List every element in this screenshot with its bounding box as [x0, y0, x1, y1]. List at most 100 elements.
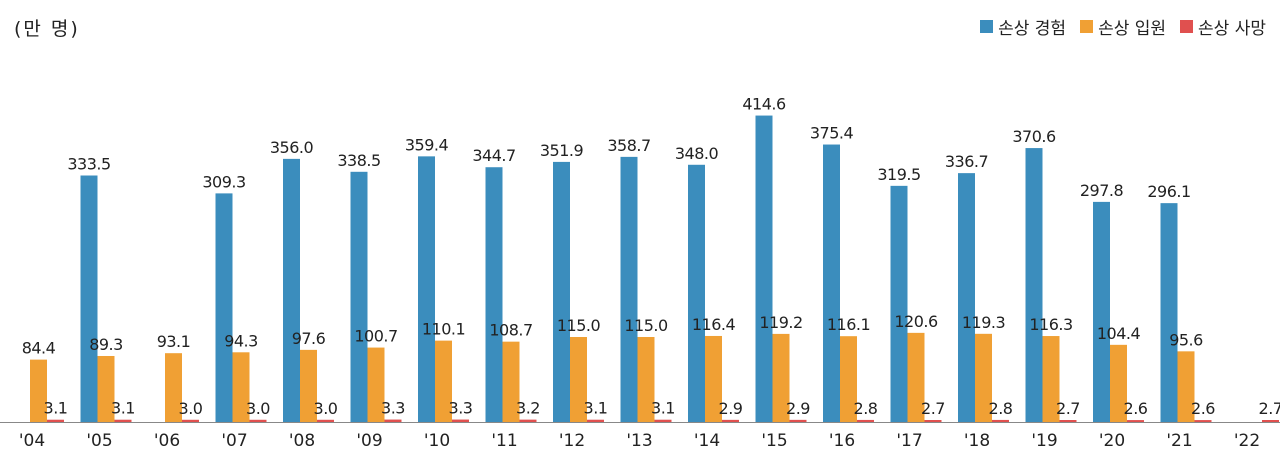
data-label-experience-5: 338.5: [337, 151, 380, 170]
data-label-death-16: 2.6: [1124, 399, 1148, 418]
data-label-death-2: 3.0: [179, 399, 203, 418]
data-label-experience-4: 356.0: [270, 138, 314, 157]
bar-death-1: [114, 419, 132, 422]
bar-death-2: [182, 419, 199, 422]
data-label-death-9: 3.1: [651, 399, 675, 418]
bar-death-10: [722, 419, 739, 422]
data-label-hospitalization-1: 89.3: [89, 335, 123, 354]
x-tick-label-5: '09: [356, 431, 382, 451]
x-tick-label-1: '05: [86, 431, 112, 451]
data-label-hospitalization-7: 108.7: [489, 321, 532, 340]
bar-death-9: [654, 419, 672, 422]
bar-experience-11: [755, 115, 773, 422]
data-label-hospitalization-2: 93.1: [157, 332, 191, 351]
legend-item-experience: 손상 경험: [980, 14, 1066, 39]
bar-experience-6: [418, 156, 435, 423]
data-label-experience-7: 344.7: [472, 146, 515, 165]
data-label-hospitalization-0: 84.4: [22, 339, 56, 358]
data-label-hospitalization-12: 116.1: [827, 315, 870, 334]
data-label-experience-12: 375.4: [810, 124, 854, 143]
legend-swatch-experience: [980, 20, 994, 33]
bar-experience-3: [215, 193, 233, 422]
data-label-experience-8: 351.9: [540, 141, 584, 160]
data-label-death-0: 3.1: [44, 399, 68, 418]
x-tick-label-3: '07: [221, 431, 247, 451]
bar-experience-17: [1160, 203, 1178, 422]
bar-hospitalization-7: [502, 341, 520, 422]
data-label-death-10: 2.9: [719, 399, 743, 418]
data-label-experience-11: 414.6: [742, 95, 786, 114]
x-tick-label-18: '22: [1234, 431, 1260, 451]
x-tick-label-11: '15: [761, 431, 787, 451]
chart-legend: 손상 경험 손상 입원 손상 사망: [980, 14, 1266, 39]
bar-hospitalization-5: [367, 347, 385, 422]
data-label-death-1: 3.1: [111, 399, 135, 418]
bar-experience-13: [890, 185, 908, 422]
data-label-hospitalization-5: 100.7: [354, 327, 397, 346]
data-label-death-6: 3.3: [449, 399, 473, 418]
data-label-hospitalization-3: 94.3: [224, 331, 258, 350]
bar-experience-4: [283, 158, 300, 422]
data-label-death-5: 3.3: [381, 399, 405, 418]
data-label-hospitalization-8: 115.0: [557, 316, 601, 335]
data-label-experience-1: 333.5: [67, 155, 110, 174]
bar-experience-1: [80, 175, 98, 422]
bar-death-16: [1127, 420, 1144, 422]
bar-hospitalization-15: [1042, 336, 1060, 422]
bar-hospitalization-2: [165, 353, 182, 422]
data-label-death-13: 2.7: [921, 399, 945, 418]
bar-hospitalization-13: [907, 332, 925, 422]
bar-death-18: [1262, 420, 1279, 422]
x-tick-label-15: '19: [1031, 431, 1057, 451]
legend-swatch-hospitalization: [1080, 20, 1094, 33]
data-label-death-18: 2.7: [1259, 399, 1280, 418]
x-tick-label-13: '17: [896, 431, 922, 451]
x-tick-label-12: '16: [829, 431, 855, 451]
bar-experience-16: [1093, 201, 1110, 422]
x-tick-label-0: '04: [19, 431, 45, 451]
data-label-death-14: 2.8: [989, 399, 1013, 418]
data-label-experience-15: 370.6: [1012, 127, 1056, 146]
x-tick-label-10: '14: [694, 431, 720, 451]
x-tick-label-7: '11: [491, 431, 517, 451]
bar-experience-5: [350, 171, 368, 422]
bar-death-8: [587, 419, 604, 422]
bar-death-15: [1059, 420, 1077, 422]
bar-experience-9: [620, 156, 638, 423]
bar-hospitalization-11: [772, 333, 790, 422]
bar-experience-15: [1025, 148, 1043, 423]
data-label-experience-16: 297.8: [1080, 181, 1124, 200]
bar-hospitalization-10: [705, 335, 722, 422]
bar-hospitalization-3: [232, 352, 250, 422]
bar-death-12: [857, 419, 874, 422]
bar-death-5: [384, 419, 402, 422]
bar-death-6: [452, 419, 469, 422]
data-label-death-3: 3.0: [246, 399, 270, 418]
legend-swatch-death: [1180, 20, 1194, 33]
bar-hospitalization-12: [840, 336, 857, 422]
data-label-death-12: 2.8: [854, 399, 878, 418]
bar-hospitalization-1: [97, 355, 115, 422]
data-label-experience-9: 358.7: [607, 136, 650, 155]
legend-item-death: 손상 사망: [1180, 14, 1266, 39]
data-label-death-11: 2.9: [786, 399, 810, 418]
bar-hospitalization-17: [1177, 351, 1195, 422]
bar-hospitalization-16: [1110, 344, 1127, 422]
x-tick-label-2: '06: [154, 431, 180, 451]
bar-death-14: [992, 419, 1009, 422]
bar-hospitalization-4: [300, 349, 317, 422]
unit-label: (만 명): [14, 18, 80, 40]
bar-experience-7: [485, 167, 503, 422]
data-label-hospitalization-13: 120.6: [894, 312, 938, 331]
data-label-hospitalization-4: 97.6: [292, 329, 326, 348]
data-label-experience-17: 296.1: [1147, 182, 1190, 201]
x-tick-label-8: '12: [559, 431, 585, 451]
bar-hospitalization-8: [570, 337, 587, 422]
data-label-experience-3: 309.3: [202, 172, 245, 191]
bar-hospitalization-14: [975, 333, 992, 422]
data-label-hospitalization-6: 110.1: [422, 320, 465, 339]
bar-death-13: [924, 420, 942, 422]
data-label-experience-10: 348.0: [675, 144, 719, 163]
bar-hospitalization-9: [637, 337, 655, 422]
bar-hospitalization-6: [435, 340, 452, 422]
